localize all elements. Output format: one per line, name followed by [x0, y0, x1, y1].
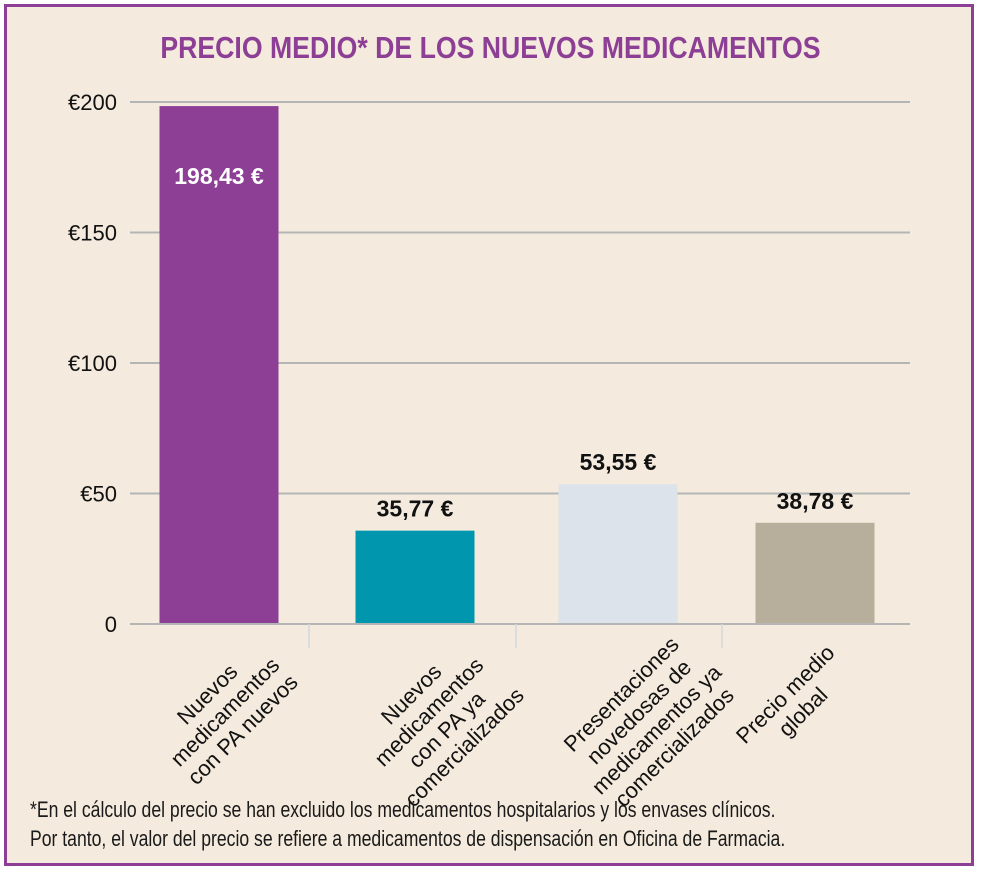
x-tick-label-text: Nuevosmedicamentoscon PA yacomercializad… [347, 630, 529, 812]
data-label: 53,55 € [580, 449, 657, 475]
x-tick-label: Presentacionesnovedosas demedicamentos y… [551, 624, 744, 817]
data-label: 38,78 € [777, 488, 854, 514]
x-tick-label-text: Precio medioglobal [731, 640, 857, 766]
x-tick-label-text: Nuevosmedicamentoscon PA nuevos [147, 634, 303, 790]
y-tick-label: €50 [80, 482, 117, 507]
x-tick-label: Nuevosmedicamentoscon PA nuevos [147, 634, 303, 790]
chart-title: PRECIO MEDIO* DE LOS NUEVOS MEDICAMENTOS [160, 30, 821, 65]
footnote-line-1: *En el cálculo del precio se han excluid… [30, 797, 776, 822]
footnote-line-2: Por tanto, el valor del precio se refier… [30, 826, 786, 851]
bar [755, 522, 875, 624]
data-label: 198,43 € [174, 163, 264, 189]
footnote: *En el cálculo del precio se han excluid… [30, 795, 786, 853]
bar [558, 484, 678, 624]
x-tick-label-text: Presentacionesnovedosas demedicamentos y… [551, 624, 744, 817]
x-axis-labels: Nuevosmedicamentoscon PA nuevos Nuevosmed… [147, 624, 857, 817]
y-tick-label: 0 [105, 612, 117, 637]
y-tick-label: €100 [68, 351, 117, 376]
y-tick-label: €150 [68, 221, 117, 246]
y-tick-label: €200 [68, 90, 117, 115]
y-axis-ticks: 0 €50 €100 €150 €200 [68, 90, 117, 637]
data-labels: 198,43 € 35,77 € 53,55 € 38,78 € [174, 163, 853, 522]
bar [159, 106, 279, 624]
bar [355, 530, 475, 624]
x-tick-label: Nuevosmedicamentoscon PA yacomercializad… [347, 630, 529, 812]
category-separators [308, 624, 723, 648]
x-tick-label: Precio medioglobal [731, 640, 857, 766]
data-label: 35,77 € [377, 496, 454, 522]
bars [130, 106, 910, 625]
